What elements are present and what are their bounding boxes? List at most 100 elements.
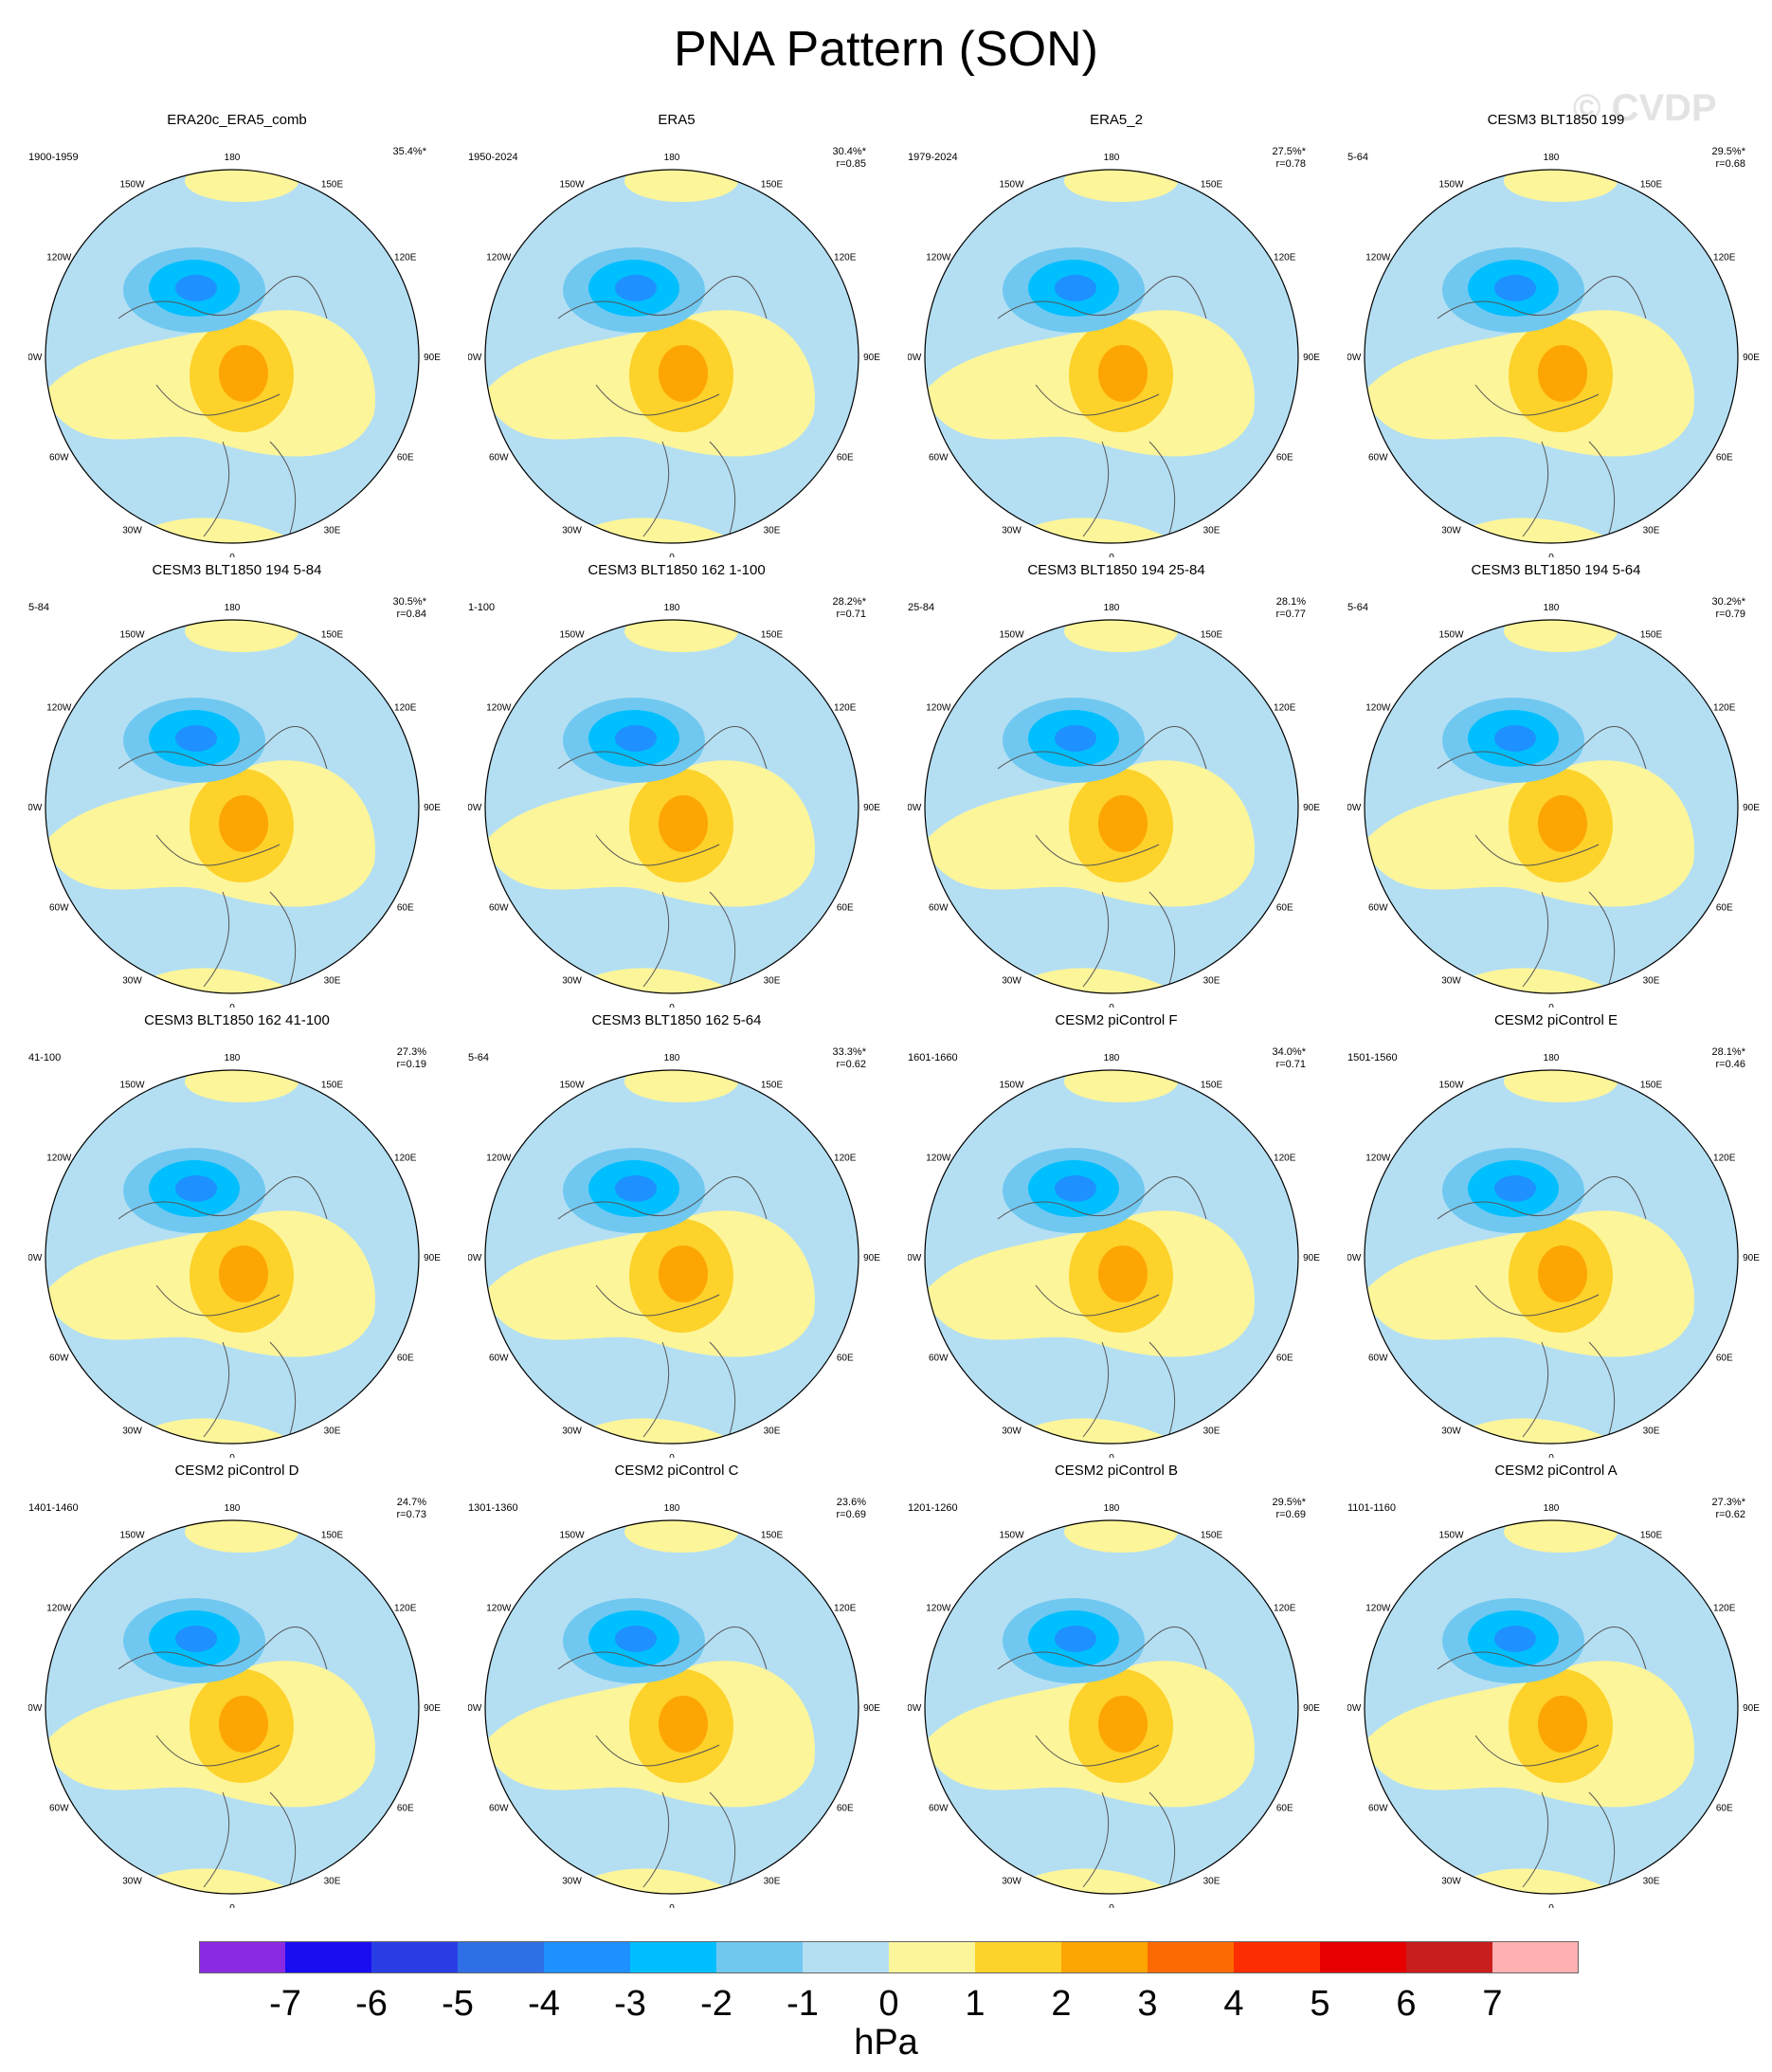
negative-anomaly-center	[175, 275, 217, 301]
longitude-label: 120W	[46, 253, 72, 264]
pattern-correlation: r=0.78	[1275, 158, 1307, 170]
field-positive-region	[1064, 620, 1178, 652]
longitude-label: 60E	[1276, 453, 1293, 463]
longitude-label: 180	[1544, 603, 1560, 613]
field-positive-region	[624, 170, 738, 202]
longitude-label: 180	[225, 603, 241, 613]
longitude-label: 150E	[1201, 179, 1223, 190]
longitude-label: 30E	[324, 976, 341, 987]
negative-anomaly-center	[615, 275, 657, 301]
positive-anomaly-center	[1538, 345, 1587, 402]
panel-stats: 34.0%* r=0.71	[1273, 1046, 1306, 1071]
longitude-label: 150W	[119, 629, 145, 640]
map-border	[45, 619, 420, 994]
polar-map: 180 150E 120E 90E 60E 30E 0 30W 60W 90W 120W 150W	[468, 603, 880, 1008]
longitude-label: 60E	[1716, 903, 1733, 914]
figure-title: PNA Pattern (SON)	[674, 22, 1098, 77]
longitude-label: 90E	[424, 1703, 441, 1714]
colorbar-tick-label: 6	[1396, 1984, 1416, 2024]
longitude-label: 150E	[1640, 629, 1663, 640]
longitude-label: 90E	[1743, 803, 1760, 813]
polar-map: 180 150E 120E 90E 60E 30E 0 30W 60W 90W 120W 150W	[908, 603, 1320, 1008]
polar-map: 180 150E 120E 90E 60E 30E 0 30W 60W 90W 120W 150W	[28, 1503, 441, 1908]
panel-period: 1601-1660	[908, 1052, 958, 1063]
polar-map: 180 150E 120E 90E 60E 30E 0 30W 60W 90W 120W 150W	[908, 1053, 1320, 1458]
longitude-label: 120E	[394, 253, 417, 264]
longitude-label: 60E	[1276, 1804, 1293, 1814]
positive-anomaly-center	[1098, 795, 1148, 852]
panel-stats: 30.2%* r=0.79	[1712, 596, 1745, 621]
longitude-label: 60W	[489, 453, 509, 463]
polar-map: 180 150E 120E 90E 60E 30E 0 30W 60W 90W 120W 150W	[908, 153, 1320, 557]
panel-title: CESM3 BLT1850 194 25-84	[1027, 562, 1205, 578]
longitude-label: 180	[225, 1053, 241, 1063]
pattern-correlation: r=0.69	[836, 1509, 867, 1520]
longitude-label: 60W	[49, 1804, 69, 1814]
longitude-label: 0	[1109, 1453, 1114, 1458]
longitude-label: 90E	[1303, 353, 1320, 363]
map-border	[484, 619, 859, 994]
colorbar-swatch	[1320, 1941, 1406, 1973]
colorbar-swatch	[1061, 1941, 1148, 1973]
panel-title: CESM2 piControl A	[1494, 1463, 1618, 1479]
longitude-label: 150E	[321, 1080, 344, 1090]
negative-anomaly-center	[1494, 275, 1536, 301]
panel-period: 41-100	[28, 1052, 62, 1063]
pattern-correlation: r=0.84	[396, 609, 427, 620]
map-panel: CESM2 piControl B 1201-1260 29.5%* r=0.69 18…	[908, 1463, 1325, 1908]
panel-period: 25-84	[908, 602, 935, 613]
longitude-label: 60E	[1716, 1354, 1733, 1364]
longitude-label: 60E	[837, 903, 854, 914]
longitude-label: 30W	[1441, 976, 1461, 987]
colorbar-tick-label: -6	[355, 1984, 388, 2024]
longitude-label: 30E	[764, 1877, 781, 1887]
longitude-label: 180	[1104, 603, 1120, 613]
polar-map: 180 150E 120E 90E 60E 30E 0 30W 60W 90W 120W 150W	[908, 1503, 1320, 1908]
field-positive-region	[624, 620, 738, 652]
negative-anomaly-center	[1494, 725, 1536, 752]
map-panel: CESM3 BLT1850 162 1-100 1-100 28.2%* r=0.71…	[468, 562, 885, 1008]
longitude-label: 150W	[999, 1080, 1024, 1090]
panel-stats: 27.3% r=0.19	[397, 1046, 427, 1071]
longitude-label: 0	[669, 1903, 675, 1908]
longitude-label: 90W	[908, 353, 922, 363]
longitude-label: 120W	[926, 703, 951, 714]
longitude-label: 120E	[1713, 1604, 1736, 1614]
pattern-correlation: r=0.71	[836, 609, 867, 620]
negative-anomaly-center	[615, 1175, 657, 1202]
pattern-correlation: r=0.73	[396, 1509, 427, 1520]
longitude-label: 150W	[999, 629, 1024, 640]
longitude-label: 180	[1544, 153, 1560, 163]
coastline	[557, 275, 768, 537]
longitude-label: 30W	[122, 1427, 142, 1437]
pattern-correlation: r=0.46	[1715, 1059, 1746, 1070]
positive-anomaly-center	[1098, 345, 1148, 402]
variance-explained: 29.5%*	[1711, 146, 1745, 157]
longitude-label: 90W	[468, 1703, 482, 1714]
longitude-label: 150E	[761, 179, 784, 190]
colorbar-swatch	[371, 1941, 458, 1973]
map-panel: CESM2 piControl C 1301-1360 23.6% r=0.69 180…	[468, 1463, 885, 1908]
longitude-label: 60W	[1368, 903, 1388, 914]
variance-explained: 34.0%*	[1272, 1046, 1306, 1058]
variance-explained: 24.7%	[396, 1497, 426, 1508]
negative-anomaly-center	[1055, 1626, 1096, 1652]
longitude-label: 60E	[1716, 453, 1733, 463]
panel-title: CESM3 BLT1850 162 41-100	[144, 1012, 330, 1028]
map-border	[484, 1069, 859, 1445]
longitude-label: 90E	[863, 803, 880, 813]
longitude-label: 180	[1104, 1053, 1120, 1063]
panel-title: CESM2 piControl E	[1493, 1012, 1618, 1028]
longitude-label: 60E	[1716, 1804, 1733, 1814]
coastline	[997, 1175, 1207, 1438]
longitude-label: 150W	[119, 179, 145, 190]
field-positive-region	[118, 1418, 317, 1444]
longitude-label: 120E	[394, 1154, 417, 1164]
longitude-label: 60E	[397, 1354, 414, 1364]
longitude-label: 60E	[837, 453, 854, 463]
longitude-label: 0	[1548, 1453, 1554, 1458]
field-positive-region	[1064, 1520, 1178, 1553]
panel-stats: 27.3%* r=0.62	[1712, 1497, 1745, 1521]
negative-anomaly-center	[615, 725, 657, 752]
map-panel: CESM2 piControl E 1501-1560 28.1%* r=0.46 18…	[1347, 1012, 1764, 1458]
